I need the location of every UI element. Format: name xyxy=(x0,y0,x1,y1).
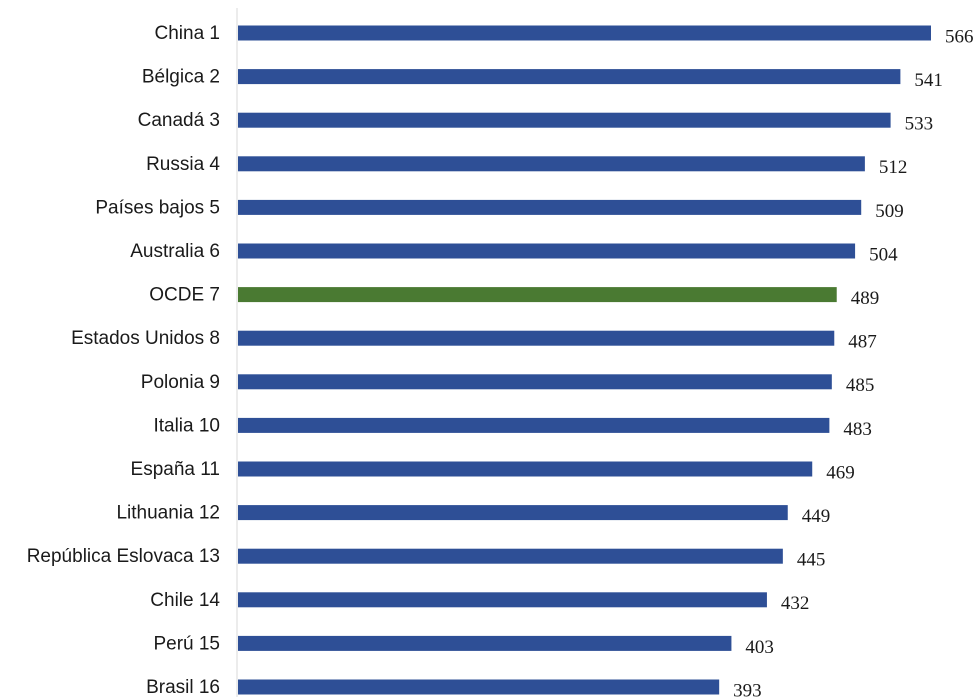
data-label-7: 487 xyxy=(848,332,877,353)
bar-9 xyxy=(238,417,830,433)
data-label-10: 469 xyxy=(826,462,855,483)
category-label-7: Estados Unidos 8 xyxy=(71,328,220,349)
category-label-10: España 11 xyxy=(131,459,220,480)
bar-8 xyxy=(238,374,832,390)
data-label-15: 393 xyxy=(733,680,762,697)
data-label-11: 449 xyxy=(802,506,831,527)
category-label-4: Países bajos 5 xyxy=(95,197,220,218)
category-labels-group: China 1 Bélgica 2 Canadá 3 Russia 4 Países b… xyxy=(27,23,221,697)
bar-3 xyxy=(238,156,865,172)
category-label-12: República Eslovaca 13 xyxy=(27,546,220,567)
data-label-6: 489 xyxy=(851,288,880,309)
bars-group xyxy=(238,25,931,695)
bar-5 xyxy=(238,243,856,259)
bar-15 xyxy=(238,679,720,695)
bar-6 xyxy=(238,287,837,303)
category-label-5: Australia 6 xyxy=(130,241,220,262)
bar-11 xyxy=(238,505,788,521)
data-label-4: 509 xyxy=(875,201,904,222)
category-label-8: Polonia 9 xyxy=(141,372,220,393)
category-label-6: OCDE 7 xyxy=(149,285,220,306)
category-label-9: Italia 10 xyxy=(153,415,220,436)
data-label-2: 533 xyxy=(905,114,934,135)
bar-0 xyxy=(238,25,931,41)
bar-4 xyxy=(238,199,862,215)
bar-12 xyxy=(238,548,783,564)
data-label-0: 566 xyxy=(945,26,974,47)
bar-13 xyxy=(238,592,767,608)
data-label-9: 483 xyxy=(843,419,872,440)
category-label-2: Canadá 3 xyxy=(138,110,220,131)
category-label-15: Brasil 16 xyxy=(146,677,220,697)
bar-1 xyxy=(238,69,901,85)
data-label-3: 512 xyxy=(879,157,908,178)
bar-2 xyxy=(238,112,891,128)
bar-10 xyxy=(238,461,813,477)
data-label-5: 504 xyxy=(869,244,898,265)
data-labels-group: 566 541 533 512 509 504 489 487 485 483 469 449 445 4… xyxy=(733,26,973,697)
category-label-3: Russia 4 xyxy=(146,154,220,175)
data-label-14: 403 xyxy=(745,637,774,658)
category-label-14: Perú 15 xyxy=(153,633,220,654)
bar-14 xyxy=(238,635,732,651)
data-label-13: 432 xyxy=(781,593,810,614)
data-label-8: 485 xyxy=(846,375,875,396)
data-label-12: 445 xyxy=(797,550,826,571)
category-label-13: Chile 14 xyxy=(150,590,220,611)
bar-7 xyxy=(238,330,835,346)
data-label-1: 541 xyxy=(914,70,943,91)
category-label-0: China 1 xyxy=(155,23,221,44)
category-label-11: Lithuania 12 xyxy=(116,503,220,524)
category-label-1: Bélgica 2 xyxy=(142,67,220,88)
